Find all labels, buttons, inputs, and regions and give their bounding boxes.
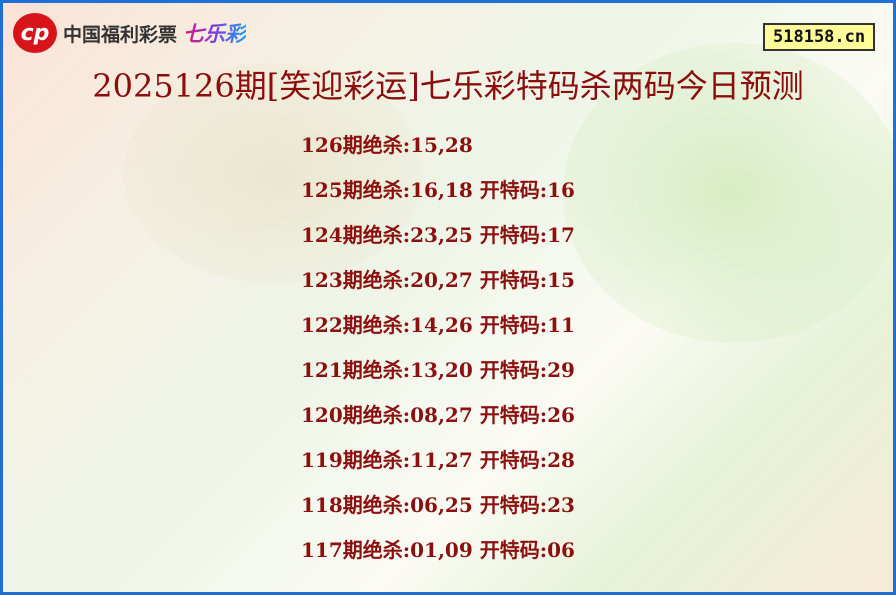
page-title: 2025126期[笑迎彩运]七乐彩特码杀两码今日预测 [92,67,804,105]
logo-org: 中国福利彩票 [63,23,178,46]
lottery-logo: cp 中国福利彩票 七乐彩 [13,13,246,53]
prediction-list: 126期绝杀:15,28 125期绝杀:16,18 开特码:16 124期绝杀:… [301,130,575,580]
list-item: 121期绝杀:13,20 开特码:29 [301,358,575,382]
logo-brand: 七乐彩 [183,18,246,48]
list-item: 126期绝杀:15,28 [301,133,473,157]
list-item: 118期绝杀:06,25 开特码:23 [301,493,575,517]
list-item: 124期绝杀:23,25 开特码:17 [301,223,575,247]
list-item: 119期绝杀:11,27 开特码:28 [301,448,575,472]
cp-logo-icon: cp [13,13,57,53]
site-watermark: 518158.cn [763,23,876,51]
list-item: 120期绝杀:08,27 开特码:26 [301,403,575,427]
list-item: 125期绝杀:16,18 开特码:16 [301,178,575,202]
list-item: 122期绝杀:14,26 开特码:11 [301,313,575,337]
list-item: 123期绝杀:20,27 开特码:15 [301,268,575,292]
list-item: 117期绝杀:01,09 开特码:06 [301,538,575,562]
background-decoration [563,43,893,343]
background-decoration [123,63,423,283]
